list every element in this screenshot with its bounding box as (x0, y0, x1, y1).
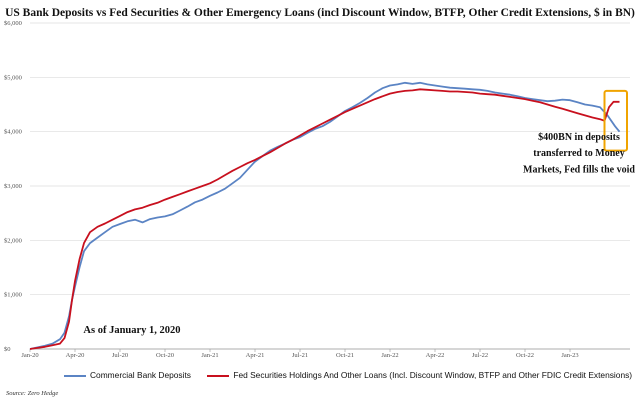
highlight-box (603, 89, 628, 152)
series-line-fed (29, 88, 620, 350)
annotation-line-2: transferred to Money (533, 148, 624, 159)
y-tick-label: $5,000 (4, 74, 22, 81)
x-tick-label: Oct-21 (336, 352, 354, 359)
legend-label-deposits: Commercial Bank Deposits (90, 370, 191, 380)
x-tick-label: Oct-20 (156, 352, 174, 359)
x-tick-label: Apr-20 (66, 352, 85, 359)
x-tick-label: Oct-22 (516, 352, 534, 359)
annotation-date: As of January 1, 2020 (83, 325, 180, 336)
x-tick-label: Jan-23 (561, 352, 578, 359)
source-note: Source: Zero Hedge (6, 390, 59, 397)
x-tick-label: Jul-20 (112, 352, 128, 359)
legend-item-deposits: Commercial Bank Deposits (64, 370, 191, 380)
y-tick-label: $1,000 (4, 292, 22, 299)
legend-swatch-fed (207, 374, 230, 377)
chart-legend: Commercial Bank Deposits Fed Securities … (64, 370, 640, 380)
y-tick-label: $3,000 (4, 183, 22, 190)
annotation-line-1: $400BN in deposits (538, 132, 620, 143)
y-tick-label: $6,000 (4, 20, 22, 27)
x-tick-label: Jan-20 (21, 352, 38, 359)
x-tick-label: Apr-21 (246, 352, 265, 359)
y-tick-label: $2,000 (4, 237, 22, 244)
legend-label-fed: Fed Securities Holdings And Other Loans … (233, 370, 633, 380)
series-line-deposits (29, 81, 621, 350)
legend-swatch-deposits (64, 374, 86, 377)
legend-item-fed: Fed Securities Holdings And Other Loans … (207, 370, 632, 380)
annotation-line-3: Markets, Fed fills the void (523, 164, 635, 175)
x-tick-label: Jul-21 (292, 352, 308, 359)
y-tick-label: $4,000 (4, 129, 22, 136)
chart-title: US Bank Deposits vs Fed Securities & Oth… (5, 7, 635, 19)
x-tick-label: Apr-22 (426, 352, 445, 359)
x-tick-label: Jan-21 (201, 352, 218, 359)
x-tick-label: Jan-22 (381, 352, 398, 359)
y-tick-label: $0 (4, 346, 11, 353)
x-tick-label: Jul-22 (472, 352, 488, 359)
